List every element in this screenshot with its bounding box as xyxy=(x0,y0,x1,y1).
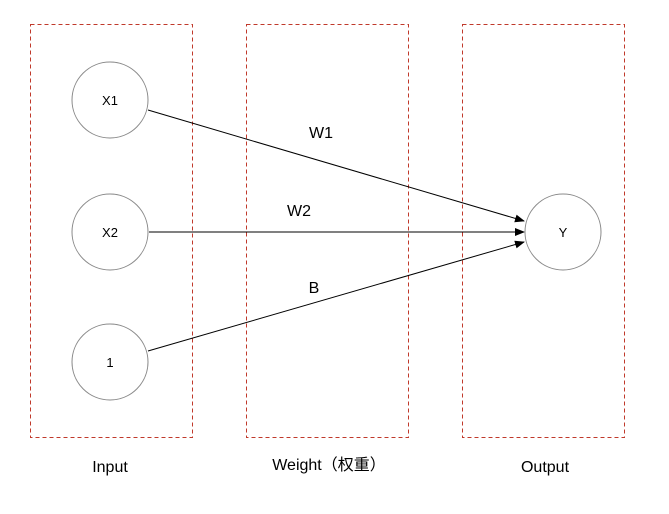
column-weight-label: Weight（权重） xyxy=(272,456,386,474)
node-y-label: Y xyxy=(559,225,568,240)
column-output: Output xyxy=(462,24,625,476)
edge-x2-y: W2 xyxy=(149,203,525,236)
node-y-circle xyxy=(524,193,602,271)
node-one: 1 xyxy=(71,323,149,401)
node-x2-circle xyxy=(71,193,149,271)
node-x2: X2 xyxy=(71,193,149,271)
node-one-label: 1 xyxy=(106,355,113,370)
node-x2-label: X2 xyxy=(102,225,118,240)
edge-x1-y-line xyxy=(147,109,525,223)
column-input: Input xyxy=(30,24,193,476)
column-output-box xyxy=(462,24,625,438)
node-x1: X1 xyxy=(71,61,149,139)
node-y: Y xyxy=(524,193,602,271)
edge-one-y-label: B xyxy=(309,280,320,297)
column-input-label: Input xyxy=(92,459,128,476)
edge-x1-y-label: W1 xyxy=(309,125,333,142)
edge-one-y: B xyxy=(147,240,525,352)
column-input-box xyxy=(30,24,193,438)
edge-x1-y: W1 xyxy=(147,109,525,223)
edge-one-y-line xyxy=(147,240,525,352)
column-output-label: Output xyxy=(521,459,570,476)
edge-x2-y-label: W2 xyxy=(287,203,311,220)
node-one-circle xyxy=(71,323,149,401)
node-x1-circle xyxy=(71,61,149,139)
column-weight: Weight（权重） xyxy=(246,24,409,474)
column-weight-box xyxy=(246,24,409,438)
node-x1-label: X1 xyxy=(102,93,118,108)
